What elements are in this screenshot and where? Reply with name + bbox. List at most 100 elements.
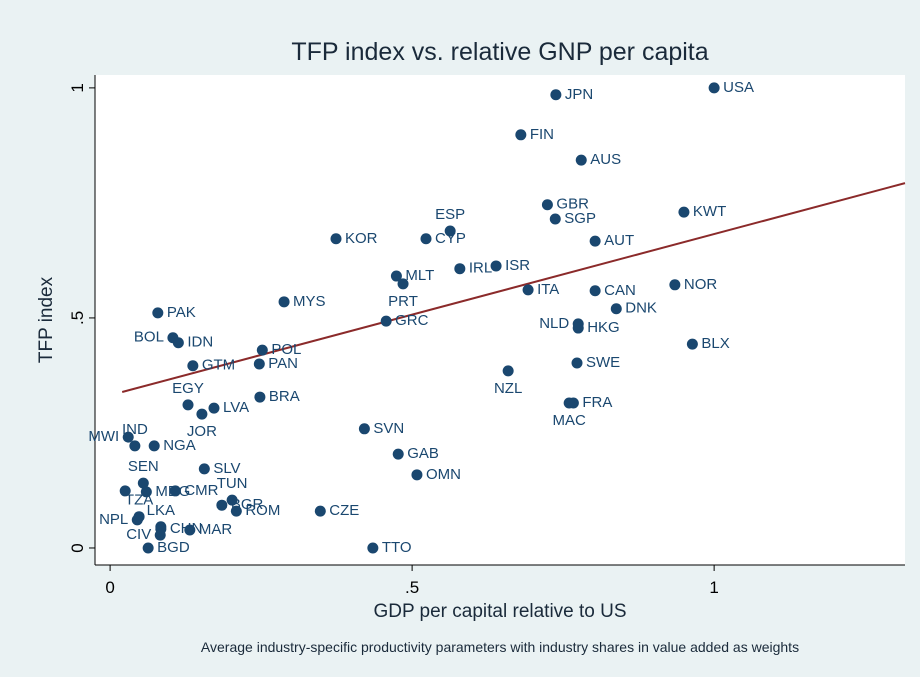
point-label: ESP	[435, 206, 465, 223]
point-label: DNK	[625, 300, 657, 317]
point	[392, 448, 404, 460]
point-label: PRT	[388, 293, 418, 310]
point	[490, 260, 502, 272]
point	[572, 322, 584, 334]
point-label: MYS	[293, 293, 326, 310]
x-tick-label: 1	[709, 578, 718, 597]
point-label: GBR	[556, 196, 589, 213]
point-label: ITA	[537, 281, 559, 298]
point-label: TTO	[382, 539, 412, 556]
point-label: FIN	[530, 126, 554, 143]
point-label: MAR	[199, 521, 233, 538]
point-label: NGA	[163, 437, 196, 454]
point	[610, 303, 622, 315]
x-tick-label: 0	[105, 578, 114, 597]
point	[420, 233, 432, 245]
x-axis-label: GDP per capital relative to US	[373, 601, 626, 622]
point	[502, 365, 514, 377]
point	[589, 285, 601, 297]
y-tick-label: 0	[68, 543, 87, 552]
point-label: TZA	[125, 492, 153, 509]
point	[314, 505, 326, 517]
point	[454, 263, 466, 275]
point	[575, 154, 587, 166]
point	[254, 391, 266, 403]
point	[226, 494, 238, 506]
point	[216, 499, 228, 511]
point-label: LKA	[147, 502, 175, 519]
point-label: AUS	[590, 151, 621, 168]
point-label: SVN	[373, 420, 404, 437]
y-axis-label: TFP index	[36, 276, 57, 363]
point-label: SEN	[128, 458, 159, 475]
point-label: MLT	[405, 267, 434, 284]
point-label: CMR	[184, 482, 218, 499]
point-label: NZL	[494, 380, 522, 397]
point-label: HKG	[587, 319, 620, 336]
point-label: CIV	[126, 526, 151, 543]
point	[142, 542, 154, 554]
point-label: NLD	[539, 315, 569, 332]
point-label: PAN	[268, 355, 298, 372]
point	[172, 337, 184, 349]
point	[196, 408, 208, 420]
point	[589, 235, 601, 247]
point-label: BOL	[134, 329, 164, 346]
point	[669, 279, 681, 291]
point	[380, 315, 392, 327]
point	[182, 399, 194, 411]
point	[708, 82, 720, 94]
y-tick-label: 1	[68, 83, 87, 92]
point	[444, 225, 456, 237]
point-label: ROM	[245, 502, 280, 519]
point-label: NOR	[684, 276, 718, 293]
point	[152, 307, 164, 319]
point-label: SWE	[586, 354, 620, 371]
point	[169, 485, 181, 497]
point	[148, 440, 160, 452]
point	[129, 440, 141, 452]
point-label: PAK	[167, 304, 196, 321]
point-label: GRC	[395, 312, 429, 329]
x-tick-label: .5	[405, 578, 419, 597]
point	[549, 213, 561, 225]
point-label: SGP	[564, 210, 596, 227]
point	[397, 278, 409, 290]
point	[515, 129, 527, 141]
point	[208, 402, 220, 414]
point	[278, 296, 290, 308]
point	[367, 542, 379, 554]
point-label: IDN	[187, 334, 213, 351]
point	[122, 431, 134, 443]
point	[256, 344, 268, 356]
caption: Average industry-specific productivity p…	[201, 639, 799, 655]
point	[137, 477, 149, 489]
point	[140, 486, 152, 498]
point	[198, 463, 210, 475]
point	[678, 206, 690, 218]
point-label: LVA	[223, 399, 249, 416]
point	[187, 360, 199, 372]
point-label: OMN	[426, 466, 461, 483]
point-label: USA	[723, 79, 754, 96]
point-label: CYP	[435, 230, 466, 247]
point-label: MAC	[552, 412, 586, 429]
point-label: ISR	[505, 257, 530, 274]
point-label: MWI	[88, 428, 119, 445]
point-label: IRL	[469, 260, 492, 277]
point	[550, 89, 562, 101]
point-label: KWT	[693, 203, 726, 220]
point-label: JPN	[565, 86, 593, 103]
y-tick-label: .5	[68, 311, 87, 325]
point	[686, 338, 698, 350]
point-label: CZE	[329, 502, 359, 519]
point-label: AUT	[604, 232, 634, 249]
point	[330, 233, 342, 245]
point-label: CAN	[604, 282, 636, 299]
point	[230, 505, 242, 517]
point-label: POL	[271, 341, 301, 358]
point-label: BRA	[269, 388, 300, 405]
point	[522, 284, 534, 296]
point	[541, 199, 553, 211]
